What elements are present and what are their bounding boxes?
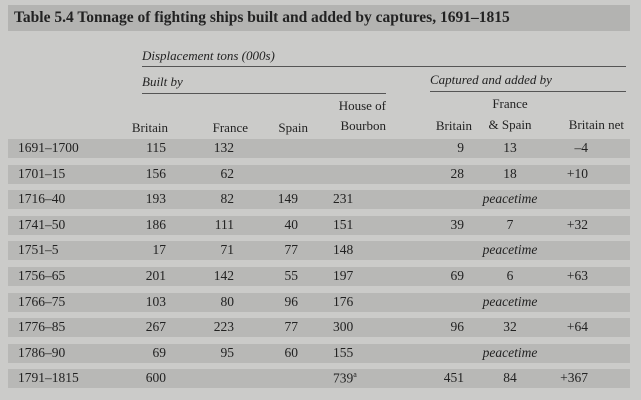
cell-spain: 77 <box>284 319 299 335</box>
cell-cap-france-spain: 32 <box>503 319 517 335</box>
table-row: 1776–85 267 223 77 300 96 32 +64 <box>8 318 630 338</box>
table-row: 1766–75 103 80 96 176 peacetime <box>8 292 630 312</box>
col-bourbon-1: House of <box>338 98 386 113</box>
cell-britain: 186 <box>145 216 166 232</box>
cell-france: 132 <box>213 140 234 155</box>
table-row: 1786–90 69 95 60 155 peacetime <box>8 343 630 363</box>
cell-france: 142 <box>213 268 234 283</box>
cell-period: 1756–65 <box>18 268 66 283</box>
cell-period: 1701–15 <box>18 165 66 181</box>
cell-britain-net: –4 <box>574 140 589 155</box>
cell-bourbon: 176 <box>333 293 354 309</box>
cell-france: 82 <box>220 191 235 207</box>
cell-britain-net: +10 <box>566 165 588 181</box>
cell-period: 1691–1700 <box>18 140 79 155</box>
cell-peacetime: peacetime <box>482 293 538 309</box>
cell-britain: 115 <box>146 140 166 155</box>
cell-cap-britain: 39 <box>450 216 465 232</box>
col-france: France <box>212 120 248 135</box>
table-row: 1691–1700 115 132 9 13 –4 <box>8 139 630 158</box>
cell-britain-net: +64 <box>566 319 588 335</box>
cell-britain: 103 <box>145 293 166 309</box>
cell-peacetime: peacetime <box>482 191 538 207</box>
table-row: 1756–65 201 142 55 197 69 6 +63 <box>8 267 630 286</box>
col-bourbon-2: Bourbon <box>340 118 387 133</box>
cell-britain: 69 <box>152 344 167 360</box>
cell-spain: 40 <box>284 216 299 232</box>
cell-peacetime: peacetime <box>482 242 538 258</box>
cell-bourbon: 155 <box>333 344 354 360</box>
cell-bourbon: 231 <box>333 191 354 207</box>
cell-france: 62 <box>220 165 235 181</box>
cell-spain: 96 <box>284 293 299 309</box>
cell-bourbon: 739a <box>333 370 357 386</box>
cell-britain-net: +367 <box>560 370 588 386</box>
cell-peacetime: peacetime <box>482 344 538 360</box>
cell-britain: 17 <box>152 242 167 258</box>
table-row: 1791–1815 600 739a 451 84 +367 <box>8 369 630 389</box>
cell-france: 111 <box>214 216 234 232</box>
cell-britain: 201 <box>145 268 166 283</box>
cell-spain: 77 <box>284 242 299 258</box>
cell-britain-net: +32 <box>566 216 588 232</box>
cell-period: 1741–50 <box>18 216 66 232</box>
cell-britain-net: +63 <box>566 268 588 283</box>
cell-france: 223 <box>213 319 234 335</box>
cell-cap-france-spain: 18 <box>503 165 517 181</box>
col-spain: Spain <box>278 120 308 135</box>
footnote-marker: a <box>353 370 357 380</box>
captured-label: Captured and added by <box>430 72 552 87</box>
built-by-label: Built by <box>142 74 183 89</box>
cell-cap-france-spain: 13 <box>503 140 517 155</box>
cell-period: 1776–85 <box>18 319 66 335</box>
cell-spain: 60 <box>284 344 299 360</box>
cell-bourbon: 148 <box>333 242 354 258</box>
table-row: 1701–15 156 62 28 18 +10 <box>8 164 630 184</box>
cell-cap-britain: 96 <box>450 319 465 335</box>
cell-cap-britain: 69 <box>450 268 465 283</box>
cell-bourbon: 151 <box>333 216 354 232</box>
col-cap-france: France <box>492 96 528 111</box>
cell-spain: 149 <box>277 191 298 207</box>
col-cap-britain: Britain <box>435 118 472 133</box>
cell-britain: 600 <box>145 370 166 386</box>
cell-cap-france-spain: 7 <box>506 216 514 232</box>
units-label: Displacement tons (000s) <box>142 48 275 63</box>
cell-period: 1766–75 <box>18 293 66 309</box>
cell-period: 1791–1815 <box>18 370 79 386</box>
cell-bourbon: 197 <box>333 268 354 283</box>
table-row: 1741–50 186 111 40 151 39 7 +32 <box>8 215 630 235</box>
cell-cap-britain: 451 <box>443 370 464 386</box>
table-title: Table 5.4 Tonnage of fighting ships buil… <box>14 9 510 26</box>
cell-france: 80 <box>220 293 235 309</box>
cell-cap-france-spain: 6 <box>506 268 514 283</box>
cell-period: 1716–40 <box>18 191 66 207</box>
cell-britain: 156 <box>145 165 166 181</box>
cell-britain: 267 <box>145 319 166 335</box>
col-cap-spain: & Spain <box>488 117 532 132</box>
rule <box>142 66 626 67</box>
title-band <box>8 5 630 31</box>
cell-bourbon: 300 <box>333 319 354 335</box>
table-row: 1716–40 193 82 149 231 peacetime <box>8 190 630 210</box>
rule <box>142 93 386 94</box>
cell-cap-france-spain: 84 <box>503 370 517 386</box>
cell-cap-britain: 28 <box>450 165 465 181</box>
cell-cap-britain: 9 <box>457 140 464 155</box>
col-net: Britain net <box>568 117 624 132</box>
cell-period: 1751–5 <box>18 242 59 258</box>
cell-period: 1786–90 <box>18 344 66 360</box>
cell-france: 71 <box>220 242 235 258</box>
col-britain: Britain <box>131 120 168 135</box>
cell-britain: 193 <box>145 191 166 207</box>
rule <box>430 91 626 92</box>
table-row: 1751–5 17 71 77 148 peacetime <box>8 241 630 261</box>
cell-france: 95 <box>220 344 235 360</box>
cell-spain: 55 <box>284 268 299 283</box>
